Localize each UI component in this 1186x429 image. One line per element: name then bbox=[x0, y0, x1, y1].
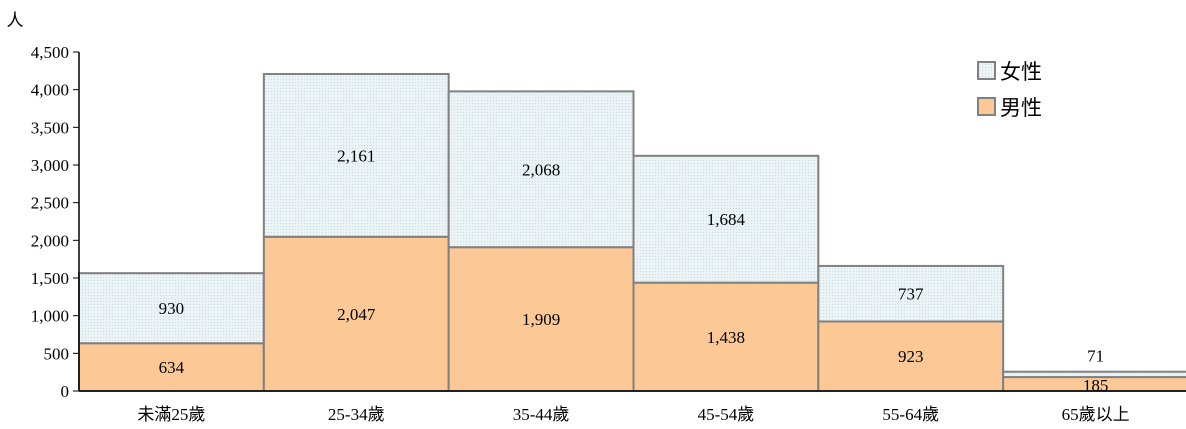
bar-male bbox=[632, 281, 820, 392]
legend-swatch bbox=[977, 61, 996, 80]
y-axis-unit: 人 bbox=[7, 11, 24, 30]
y-axis-ticks: 0 500 1,000 1,500 2,000 2,500 3,000 3,500 4,000 4… bbox=[7, 11, 79, 401]
data-label-male: 923 bbox=[898, 347, 924, 366]
bars bbox=[78, 72, 1186, 393]
data-label-male: 185 bbox=[1083, 376, 1109, 395]
data-labels: 634 930 2,047 2,161 1,909 2,068 1,438 1,684 923 7… bbox=[159, 146, 1109, 395]
bar-female bbox=[262, 72, 450, 238]
bar-female bbox=[632, 154, 820, 284]
y-tick-label: 1,000 bbox=[31, 307, 69, 326]
x-tick-label: 45-54歲 bbox=[698, 405, 755, 424]
bar-female bbox=[447, 90, 635, 249]
axes bbox=[78, 52, 1186, 392]
data-label-male: 634 bbox=[159, 358, 185, 377]
y-tick-label: 500 bbox=[44, 344, 70, 363]
y-tick-label: 3,500 bbox=[31, 118, 69, 137]
x-tick-label: 55-64歲 bbox=[882, 405, 939, 424]
legend-swatch bbox=[977, 97, 996, 116]
x-tick-label: 25-34歲 bbox=[328, 405, 385, 424]
y-tick-label: 0 bbox=[61, 382, 70, 401]
data-label-female: 1,684 bbox=[707, 210, 746, 229]
y-tick-label: 4,000 bbox=[31, 81, 69, 100]
data-label-male: 1,909 bbox=[522, 310, 560, 329]
data-label-female: 2,161 bbox=[337, 146, 375, 165]
bar-male bbox=[817, 320, 1005, 393]
x-tick-label: 35-44歲 bbox=[513, 405, 570, 424]
legend-label: 男性 bbox=[1000, 96, 1042, 120]
data-label-female: 2,068 bbox=[522, 160, 560, 179]
data-label-female: 930 bbox=[159, 299, 185, 318]
bar-female bbox=[817, 264, 1005, 323]
y-tick-label: 2,500 bbox=[31, 194, 69, 213]
y-tick-label: 4,500 bbox=[31, 43, 69, 62]
y-tick-label: 2,000 bbox=[31, 231, 69, 250]
x-tick-label: 未滿25歲 bbox=[137, 405, 205, 424]
x-axis-labels: 未滿25歲 25-34歲 35-44歲 45-54歲 55-64歲 65歲以上 bbox=[137, 405, 1129, 424]
data-label-female: 737 bbox=[898, 285, 924, 304]
bar-female bbox=[1002, 370, 1186, 379]
bar-male bbox=[447, 246, 635, 392]
x-tick-label: 65歲以上 bbox=[1062, 405, 1130, 424]
data-label-male: 1,438 bbox=[707, 328, 745, 347]
data-label-male: 2,047 bbox=[337, 305, 376, 324]
data-label-female: 71 bbox=[1087, 347, 1104, 366]
y-tick-label: 3,000 bbox=[31, 156, 69, 175]
y-tick-label: 1,500 bbox=[31, 269, 69, 288]
legend-label: 女性 bbox=[1000, 60, 1042, 84]
